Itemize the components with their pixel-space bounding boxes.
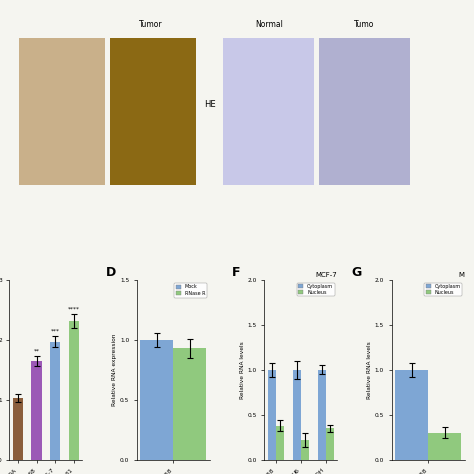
Bar bbox=[69, 321, 79, 460]
Text: Tumo: Tumo bbox=[354, 19, 374, 28]
Bar bbox=[50, 342, 60, 460]
Text: ***: *** bbox=[51, 329, 60, 334]
Text: ****: **** bbox=[68, 306, 80, 311]
FancyBboxPatch shape bbox=[18, 37, 105, 185]
Bar bbox=[395, 370, 428, 460]
Y-axis label: Relative RNA expression: Relative RNA expression bbox=[112, 334, 117, 406]
Bar bbox=[301, 440, 309, 460]
Text: Normal: Normal bbox=[255, 19, 283, 28]
Bar bbox=[276, 426, 283, 460]
Bar bbox=[140, 340, 173, 460]
Bar bbox=[318, 370, 326, 460]
Legend: Mock, RNase R: Mock, RNase R bbox=[174, 283, 207, 298]
Legend: Cytoplasm, Nucleus: Cytoplasm, Nucleus bbox=[424, 283, 462, 296]
Text: M: M bbox=[458, 273, 465, 278]
Bar bbox=[173, 348, 206, 460]
Text: F: F bbox=[231, 266, 240, 279]
FancyBboxPatch shape bbox=[109, 37, 196, 185]
Bar bbox=[326, 428, 334, 460]
Text: HE: HE bbox=[204, 100, 216, 109]
Text: **: ** bbox=[34, 349, 39, 354]
Y-axis label: Relative RNA levels: Relative RNA levels bbox=[367, 341, 372, 399]
Text: MCF-7: MCF-7 bbox=[315, 273, 337, 278]
FancyBboxPatch shape bbox=[319, 37, 410, 185]
Text: G: G bbox=[352, 266, 362, 279]
Text: D: D bbox=[106, 266, 117, 279]
Bar bbox=[13, 398, 23, 460]
Bar bbox=[268, 370, 276, 460]
Legend: Cytoplasm, Nucleus: Cytoplasm, Nucleus bbox=[297, 283, 335, 296]
Bar bbox=[428, 433, 461, 460]
Bar bbox=[31, 361, 42, 460]
Text: Tumor: Tumor bbox=[139, 19, 163, 28]
Bar bbox=[292, 370, 301, 460]
Y-axis label: Relative RNA levels: Relative RNA levels bbox=[239, 341, 245, 399]
FancyBboxPatch shape bbox=[223, 37, 314, 185]
